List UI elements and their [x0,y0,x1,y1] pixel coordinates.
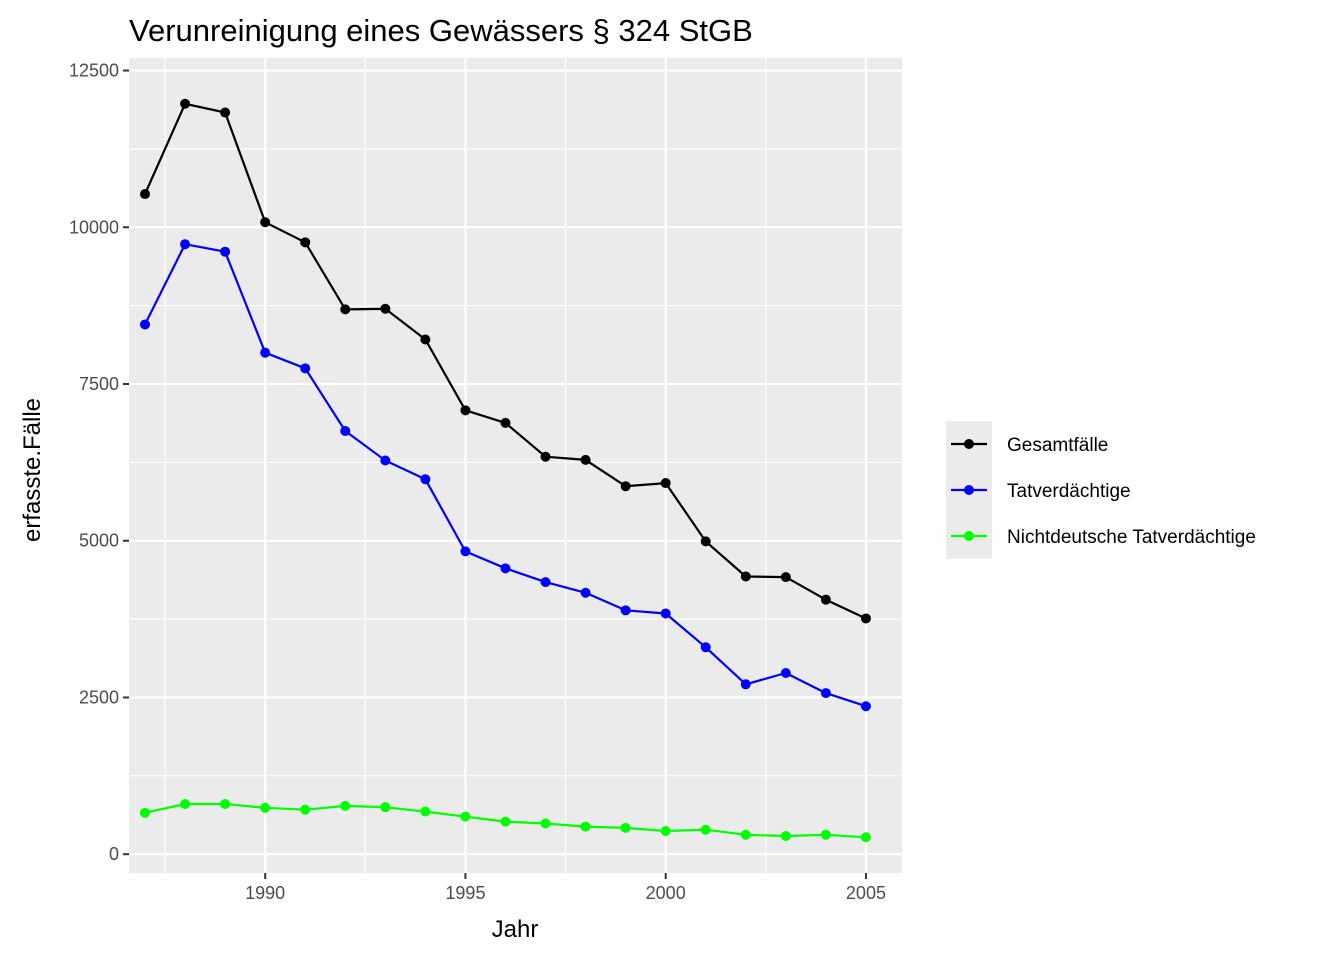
data-point [420,474,431,485]
x-tick-label: 2000 [646,883,686,903]
data-point [220,246,231,257]
data-point [740,829,751,840]
data-point [660,608,671,619]
data-point [580,454,591,465]
data-point [380,455,391,466]
data-point [780,831,791,842]
data-point [140,189,151,200]
data-point [420,334,431,345]
legend: Gesamtfälle Tatverdächtige Nichtdeutsche T… [946,421,1256,559]
data-point [180,799,191,810]
x-tick-label: 1990 [245,883,285,903]
data-point [620,605,631,616]
series-0 [140,98,871,624]
y-tick-label: 0 [109,844,119,864]
data-point [580,821,591,832]
data-point [500,563,511,574]
data-point [300,804,311,815]
data-point [140,807,151,818]
data-point [820,829,831,840]
data-point [220,107,231,118]
data-point [140,319,151,330]
data-point [620,481,631,492]
x-tick-label: 1995 [445,883,485,903]
data-point [420,806,431,817]
data-point [460,546,471,557]
data-point [700,824,711,835]
data-point [740,571,751,582]
data-point [780,668,791,679]
data-point [860,701,871,712]
data-point [460,405,471,416]
y-tick-label: 10000 [69,217,119,237]
legend-key-point [964,485,974,495]
data-point [540,818,551,829]
data-point [180,239,191,250]
y-tick-label: 12500 [69,61,119,81]
x-tick-label: 2005 [846,883,886,903]
data-point [380,802,391,813]
data-point [460,811,471,822]
y-tick-label: 5000 [79,531,119,551]
data-point [380,303,391,314]
data-point [300,363,311,374]
data-point [260,802,271,813]
legend-label: Tatverdächtige [1007,481,1131,502]
data-point [660,478,671,489]
data-point [580,587,591,598]
series-2 [140,799,871,843]
legend-key-point [964,531,974,541]
data-point [860,613,871,624]
y-tick-label: 2500 [79,687,119,707]
y-axis-title: erfasste.Fälle [19,398,46,542]
data-point [260,217,271,228]
data-point [300,237,311,248]
data-point [340,800,351,811]
chart-title: Verunreinigung eines Gewässers § 324 StG… [129,13,753,48]
legend-label: Gesamtfälle [1007,435,1108,456]
data-point [820,594,831,605]
y-tick-label: 7500 [79,374,119,394]
data-point [820,688,831,699]
data-point [500,417,511,428]
data-point [180,98,191,109]
axes: 0 2500 5000 7500 10000 12500 1990 1995 2000 2005 [69,61,886,903]
data-point [540,451,551,462]
data-point [500,816,511,827]
data-point [700,642,711,653]
data-point [620,822,631,833]
x-axis-title: Jahr [492,916,539,943]
data-point [740,679,751,690]
data-point [340,304,351,315]
data-point [700,536,711,547]
series-1 [140,239,871,712]
data-point [260,347,271,358]
data-point [340,426,351,437]
legend-label: Nichtdeutsche Tatverdächtige [1007,527,1256,548]
data-point [860,832,871,843]
legend-key-point [964,439,974,449]
data-point [220,799,231,810]
data-point [540,577,551,588]
data-point [780,572,791,583]
plot-panel [129,58,902,873]
grid-lines [129,58,902,873]
data-point [660,825,671,836]
series-layer [140,98,871,843]
